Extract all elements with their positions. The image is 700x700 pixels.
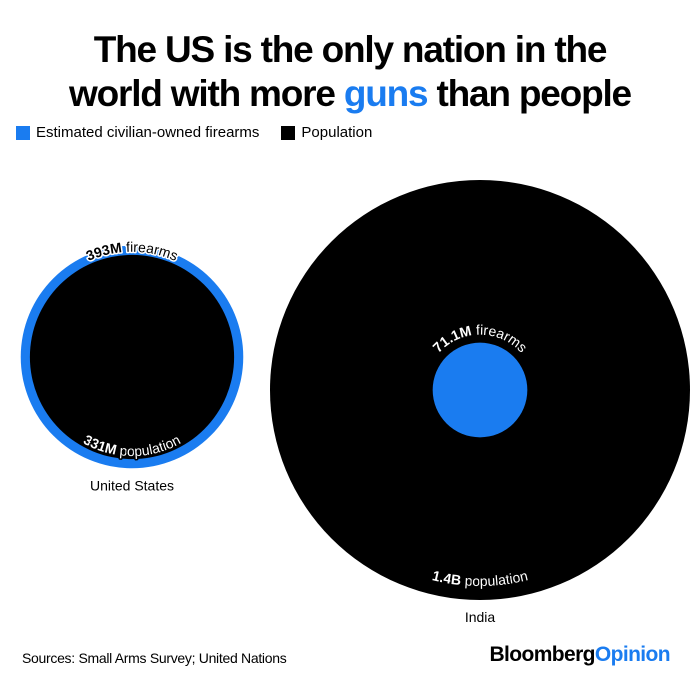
branding: BloombergOpinion	[489, 643, 670, 667]
circle	[432, 342, 528, 438]
title-line: than people	[436, 73, 633, 114]
source: Sources: Small Arms Survey; United Natio…	[22, 650, 287, 666]
legend-label: Estimated civilian-owned firearms	[36, 124, 260, 141]
circle	[29, 254, 235, 460]
title-highlight: guns	[343, 73, 429, 114]
legend-swatch	[16, 125, 30, 140]
legend: Estimated civilian-owned firearms Popula…	[16, 124, 372, 141]
brand-name: Bloomberg	[489, 643, 595, 666]
brand-sub: Opinion	[594, 643, 671, 666]
value-label-number: 1.4B	[431, 567, 462, 588]
title: The US is the only nation in the world wi…	[0, 28, 700, 116]
title-line: world with more	[69, 73, 336, 114]
legend-label: Population	[301, 124, 373, 141]
legend-swatch	[281, 125, 296, 140]
title-line: The US is the only nation in the	[93, 29, 608, 70]
category-label: United States	[90, 477, 174, 493]
category-label: India	[465, 609, 496, 625]
